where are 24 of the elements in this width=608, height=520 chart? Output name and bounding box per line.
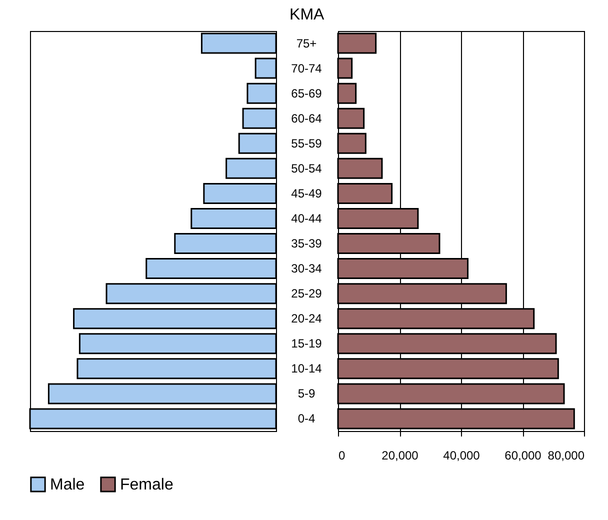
y-tick-label: 40-44 bbox=[291, 211, 322, 226]
y-tick-label: 45-49 bbox=[291, 186, 322, 200]
y-tick-label: 10-14 bbox=[291, 362, 322, 376]
legend-label: Male bbox=[50, 476, 85, 494]
x-tick-label: 0 bbox=[338, 448, 346, 462]
y-tick-label: 35-39 bbox=[291, 236, 322, 251]
x-tick-label: 40,000 bbox=[443, 448, 480, 462]
y-tick-label: 5-9 bbox=[298, 386, 316, 401]
y-tick-label: 70-74 bbox=[291, 61, 322, 76]
y-tick-label: 65-69 bbox=[291, 86, 322, 100]
y-tick-label: 20-24 bbox=[291, 312, 322, 326]
y-tick-label: 50-54 bbox=[291, 161, 322, 176]
chart-title: KMA bbox=[290, 6, 325, 24]
y-tick-label: 0-4 bbox=[298, 412, 316, 426]
y-tick-label: 55-59 bbox=[291, 136, 322, 150]
x-tick-label: 60,000 bbox=[504, 448, 542, 462]
y-tick-label: 60-64 bbox=[291, 111, 322, 126]
legend-label: Female bbox=[120, 476, 174, 494]
x-tick-label: 80,000 bbox=[548, 448, 585, 462]
y-tick-label: 30-34 bbox=[291, 262, 322, 276]
y-tick-label: 75+ bbox=[296, 36, 317, 50]
y-tick-label: 15-19 bbox=[291, 336, 322, 351]
x-tick-label: 20,000 bbox=[382, 448, 419, 462]
y-tick-label: 25-29 bbox=[291, 286, 322, 301]
